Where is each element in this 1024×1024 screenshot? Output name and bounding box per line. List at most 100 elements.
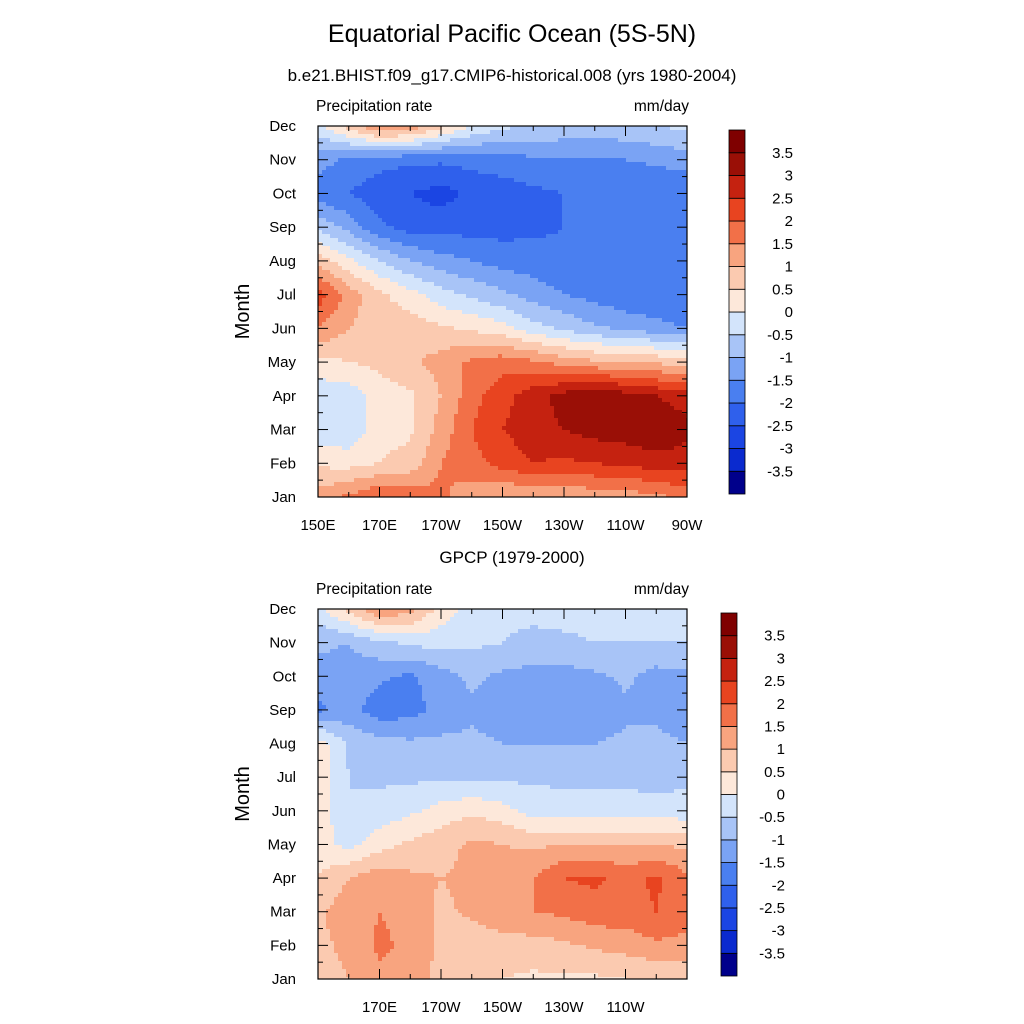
heatmap-cell <box>398 334 403 339</box>
heatmap-cell <box>594 162 599 167</box>
heatmap-cell <box>534 274 539 279</box>
heatmap-cell <box>358 310 363 315</box>
heatmap-cell <box>558 126 563 131</box>
heatmap-cell <box>354 310 359 315</box>
heatmap-cell <box>410 306 415 311</box>
heatmap-cell <box>614 326 619 331</box>
heatmap-cell <box>558 162 563 167</box>
heatmap-cell <box>438 258 443 263</box>
heatmap-cell <box>462 266 467 271</box>
heatmap-cell <box>422 198 427 203</box>
heatmap-cell <box>434 210 439 215</box>
heatmap-cell <box>442 226 447 231</box>
heatmap-cell <box>662 186 667 191</box>
heatmap-cell <box>438 262 443 267</box>
heatmap-cell <box>642 222 647 227</box>
heatmap-cell <box>626 266 631 271</box>
heatmap-cell <box>606 174 611 179</box>
heatmap-cell <box>670 254 675 259</box>
heatmap-cell <box>534 290 539 295</box>
heatmap-cell <box>602 178 607 183</box>
heatmap-cell <box>374 202 379 207</box>
heatmap-cell <box>574 234 579 239</box>
heatmap-cell <box>398 250 403 255</box>
heatmap-cell <box>674 218 679 223</box>
heatmap-cell <box>550 166 555 171</box>
heatmap-cell <box>490 138 495 143</box>
heatmap-cell <box>350 226 355 231</box>
heatmap-cell <box>514 282 519 287</box>
heatmap-cell <box>550 234 555 239</box>
heatmap-cell <box>510 238 515 243</box>
heatmap-cell <box>574 250 579 255</box>
heatmap-cell <box>598 162 603 167</box>
heatmap-cell <box>426 202 431 207</box>
heatmap-cell <box>650 330 655 335</box>
heatmap-cell <box>342 182 347 187</box>
heatmap-cell <box>338 334 343 339</box>
heatmap-cell <box>522 274 527 279</box>
heatmap-cell <box>626 202 631 207</box>
heatmap-cell <box>418 258 423 263</box>
heatmap-cell <box>654 202 659 207</box>
heatmap-cell <box>326 258 331 263</box>
heatmap-cell <box>522 270 527 275</box>
heatmap-cell <box>526 302 531 307</box>
heatmap-cell <box>358 238 363 243</box>
heatmap-cell <box>570 230 575 235</box>
heatmap-cell <box>510 306 515 311</box>
heatmap-cell <box>318 170 323 175</box>
heatmap-cell <box>634 186 639 191</box>
heatmap-cell <box>614 246 619 251</box>
heatmap-cell <box>566 318 571 323</box>
heatmap-cell <box>530 286 535 291</box>
heatmap-cell <box>682 286 687 291</box>
heatmap-cell <box>434 174 439 179</box>
heatmap-cell <box>566 142 571 147</box>
heatmap-cell <box>610 222 615 227</box>
heatmap-cell <box>590 242 595 247</box>
heatmap-cell <box>490 234 495 239</box>
heatmap-cell <box>322 302 327 307</box>
heatmap-cell <box>462 150 467 155</box>
heatmap-cell <box>346 334 351 339</box>
heatmap-cell <box>370 254 375 259</box>
heatmap-cell <box>326 334 331 339</box>
heatmap-cell <box>530 334 535 339</box>
heatmap-cell <box>322 250 327 255</box>
heatmap-cell <box>474 334 479 339</box>
heatmap-cell <box>326 250 331 255</box>
heatmap-cell <box>330 334 335 339</box>
heatmap-cell <box>374 166 379 171</box>
heatmap-cell <box>338 298 343 303</box>
heatmap-cell <box>466 130 471 135</box>
heatmap-cell <box>666 154 671 159</box>
heatmap-cell <box>562 146 567 151</box>
heatmap-cell <box>322 174 327 179</box>
heatmap-cell <box>494 326 499 331</box>
heatmap-cell <box>434 334 439 339</box>
heatmap-cell <box>558 154 563 159</box>
heatmap-cell <box>386 198 391 203</box>
heatmap-cell <box>402 306 407 311</box>
heatmap-cell <box>670 170 675 175</box>
heatmap-cell <box>438 214 443 219</box>
heatmap-cell <box>514 158 519 163</box>
heatmap-cell <box>390 214 395 219</box>
heatmap-cell <box>522 146 527 151</box>
heatmap-cell <box>342 254 347 259</box>
heatmap-cell <box>586 250 591 255</box>
heatmap-cell <box>606 282 611 287</box>
heatmap-cell <box>490 182 495 187</box>
heatmap-cell <box>382 322 387 327</box>
heatmap-cell <box>446 146 451 151</box>
heatmap-cell <box>370 178 375 183</box>
heatmap-cell <box>586 278 591 283</box>
heatmap-cell <box>546 186 551 191</box>
heatmap-cell <box>438 306 443 311</box>
heatmap-cell <box>354 170 359 175</box>
heatmap-cell <box>582 258 587 263</box>
heatmap-cell <box>618 314 623 319</box>
heatmap-cell <box>626 326 631 331</box>
heatmap-cell <box>350 194 355 199</box>
